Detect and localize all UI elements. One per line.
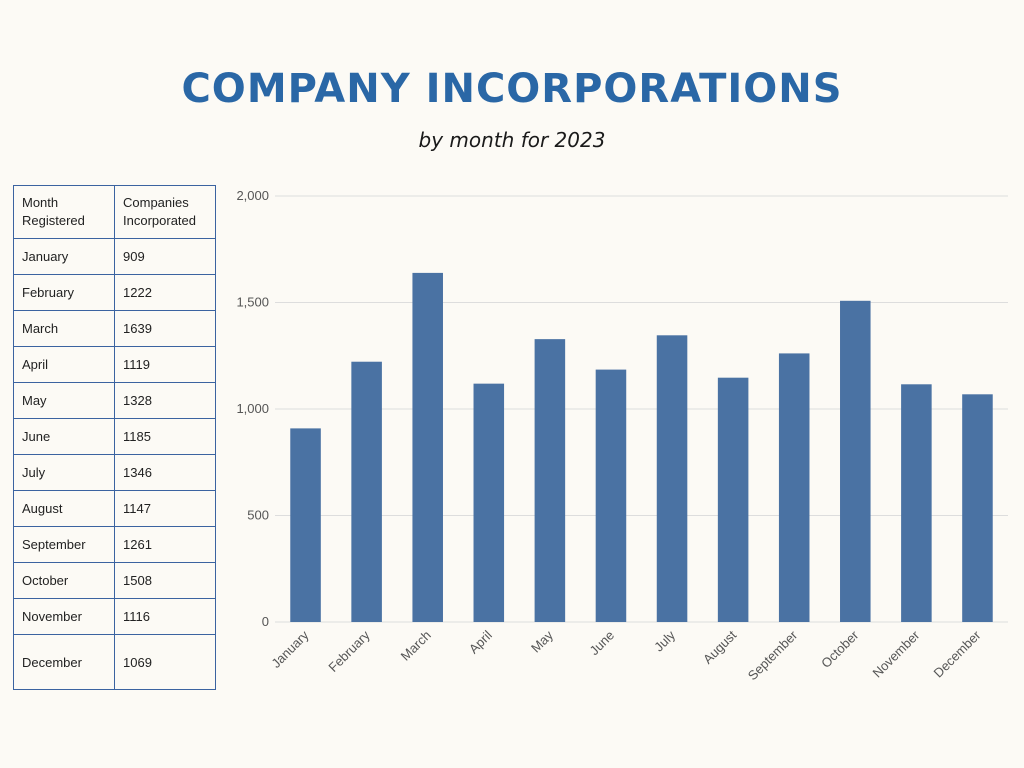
header-companies: Companies Incorporated <box>114 185 216 239</box>
cell-count: 1069 <box>114 634 216 690</box>
data-table: Month Registered Companies Incorporated … <box>13 185 216 690</box>
x-tick-label: March <box>398 628 434 664</box>
y-tick-label: 500 <box>247 508 269 523</box>
cell-month: March <box>13 310 115 347</box>
x-tick-label: October <box>818 627 862 671</box>
table-row: September 1261 <box>13 526 216 563</box>
cell-count: 1116 <box>114 598 216 635</box>
x-tick-label: December <box>931 627 984 680</box>
table-row: November 1116 <box>13 598 216 635</box>
x-tick-label: January <box>268 627 312 671</box>
bar-december <box>962 394 993 622</box>
x-tick-label: June <box>587 628 618 659</box>
cell-month: January <box>13 238 115 275</box>
bar-november <box>901 384 932 622</box>
bar-april <box>473 383 505 622</box>
cell-count: 1185 <box>114 418 216 455</box>
cell-count: 1119 <box>114 346 216 383</box>
table-header-row: Month Registered Companies Incorporated <box>13 185 216 239</box>
table-row: January 909 <box>13 238 216 275</box>
cell-month: September <box>13 526 115 563</box>
table-row: April 1119 <box>13 346 216 383</box>
table-row: October 1508 <box>13 562 216 599</box>
x-tick-label: November <box>869 627 922 680</box>
bar-february <box>351 361 382 622</box>
y-tick-label: 1,500 <box>236 295 269 310</box>
table-row: December 1069 <box>13 634 216 690</box>
cell-month: April <box>13 346 115 383</box>
cell-count: 1639 <box>114 310 216 347</box>
cell-month: July <box>13 454 115 491</box>
header-month: Month Registered <box>13 185 115 239</box>
cell-month: November <box>13 598 115 635</box>
cell-count: 1261 <box>114 526 216 563</box>
cell-month: October <box>13 562 115 599</box>
cell-month: May <box>13 382 115 419</box>
cell-month: February <box>13 274 115 311</box>
x-tick-label: August <box>700 627 739 666</box>
header-companies-label: Companies Incorporated <box>123 195 196 228</box>
bar-may <box>534 339 566 622</box>
table-row: February 1222 <box>13 274 216 311</box>
cell-count: 1508 <box>114 562 216 599</box>
cell-month: December <box>13 634 115 690</box>
x-tick-label: May <box>528 627 556 655</box>
table-row: June 1185 <box>13 418 216 455</box>
cell-month: June <box>13 418 115 455</box>
chart-title: COMPANY INCORPORATIONS <box>181 66 843 112</box>
table-row: July 1346 <box>13 454 216 491</box>
x-tick-label: September <box>745 627 801 683</box>
x-tick-label: February <box>325 627 373 675</box>
y-tick-label: 1,000 <box>236 401 269 416</box>
bar-september <box>778 353 810 622</box>
cell-count: 1328 <box>114 382 216 419</box>
y-tick-label: 2,000 <box>236 188 269 203</box>
table-row: August 1147 <box>13 490 216 527</box>
bar-january <box>290 428 321 622</box>
cell-count: 909 <box>114 238 216 275</box>
bar-june <box>595 369 627 622</box>
bar-chart: 0 500 1,000 1,500 2,000 January February March A… <box>236 188 1008 683</box>
cell-count: 1147 <box>114 490 216 527</box>
table-body: January 909 February 1222 March 1639 April 1119… <box>13 238 216 690</box>
bar-march <box>412 272 443 622</box>
header-month-label: Month Registered <box>22 195 85 228</box>
bar-october <box>840 300 871 622</box>
x-tick-label: April <box>466 627 495 656</box>
bar-july <box>656 335 688 622</box>
table-row: March 1639 <box>13 310 216 347</box>
table-row: May 1328 <box>13 382 216 419</box>
chart-subtitle: by month for 2023 <box>418 128 606 152</box>
cell-count: 1346 <box>114 454 216 491</box>
bar-august <box>717 377 749 622</box>
cell-count: 1222 <box>114 274 216 311</box>
cell-month: August <box>13 490 115 527</box>
x-tick-label: July <box>651 627 678 654</box>
y-tick-label: 0 <box>262 614 269 629</box>
